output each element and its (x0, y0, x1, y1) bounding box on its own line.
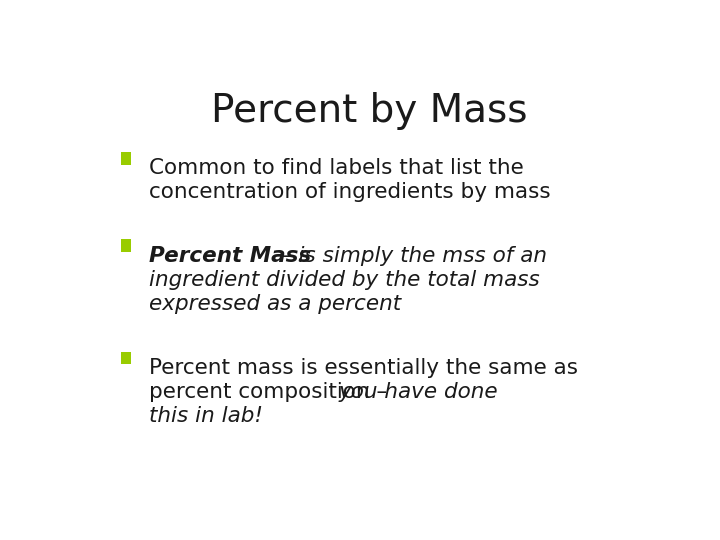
Text: you have done: you have done (338, 382, 498, 402)
FancyBboxPatch shape (121, 239, 131, 252)
FancyBboxPatch shape (121, 352, 131, 364)
Text: expressed as a percent: expressed as a percent (148, 294, 401, 314)
Text: this in lab!: this in lab! (148, 406, 263, 426)
Text: Percent mass is essentially the same as: Percent mass is essentially the same as (148, 358, 577, 378)
Text: percent composition –: percent composition – (148, 382, 394, 402)
Text: Percent Mass: Percent Mass (148, 246, 311, 266)
Text: Percent by Mass: Percent by Mass (211, 92, 527, 130)
Text: ingredient divided by the total mass: ingredient divided by the total mass (148, 270, 539, 290)
Text: – is simply the mss of an: – is simply the mss of an (274, 246, 547, 266)
Text: concentration of ingredients by mass: concentration of ingredients by mass (148, 183, 550, 202)
FancyBboxPatch shape (121, 152, 131, 165)
Text: Common to find labels that list the: Common to find labels that list the (148, 158, 523, 178)
